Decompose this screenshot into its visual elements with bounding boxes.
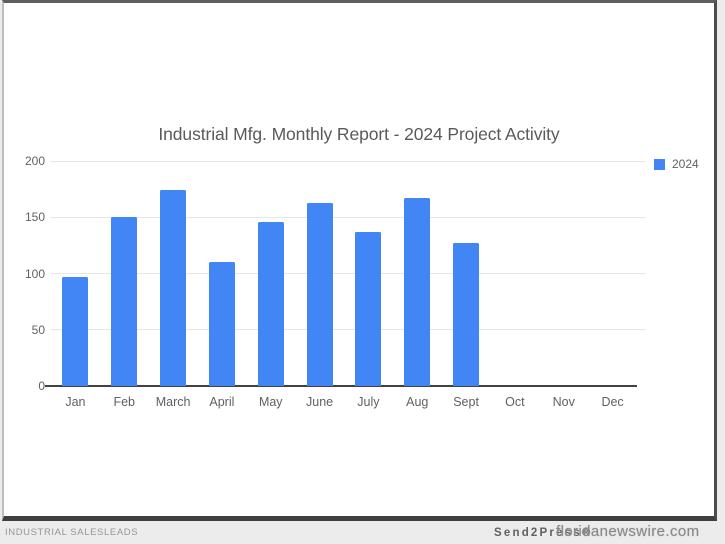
y-tick-label: 150 [24, 210, 45, 225]
bar [160, 190, 187, 386]
bar [62, 276, 89, 386]
send2press-watermark: Send2Press® [494, 527, 593, 539]
x-tick-label: Nov [552, 395, 575, 409]
gridline [51, 160, 645, 162]
footer: INDUSTRIAL SALESLEADS Send2Press® florid… [0, 521, 725, 544]
x-tick-label: Dec [601, 395, 624, 409]
bar [453, 243, 480, 386]
x-tick-label: July [357, 395, 380, 409]
x-tick-label: Jan [65, 395, 86, 409]
x-tick-label: Oct [505, 395, 525, 409]
bar [306, 202, 333, 386]
x-tick-label: Sept [453, 395, 479, 409]
y-tick-label: 100 [24, 266, 45, 281]
legend: 2024 [654, 157, 699, 171]
x-tick-label: April [209, 395, 235, 409]
x-tick-label: March [155, 395, 191, 409]
bar [208, 262, 235, 386]
newswire-watermark: floridanewswire.com [556, 523, 700, 540]
bar [111, 217, 138, 386]
bar [257, 221, 284, 386]
y-tick-label: 50 [31, 322, 45, 337]
gridline [51, 329, 645, 331]
chart-card: Industrial Mfg. Monthly Report - 2024 Pr… [2, 0, 717, 521]
x-tick-label: Aug [406, 395, 429, 409]
y-tick-label: 0 [38, 379, 45, 393]
x-axis-line [45, 385, 637, 387]
bar [404, 198, 431, 386]
gridline [51, 216, 645, 218]
x-tick-label: June [306, 395, 334, 409]
x-tick-label: May [258, 395, 283, 409]
chart-title: Industrial Mfg. Monthly Report - 2024 Pr… [158, 124, 560, 144]
publisher-label: INDUSTRIAL SALESLEADS [5, 527, 139, 538]
plot-area: 0 50 100 150 200 Jan Feb March April May June July A… [25, 154, 645, 409]
x-tick-label: Feb [113, 395, 136, 409]
gridline [51, 273, 645, 274]
legend-series-label: 2024 [672, 157, 699, 171]
bar [355, 231, 382, 386]
legend-color-swatch [654, 158, 665, 170]
y-tick-label: 200 [24, 154, 45, 168]
